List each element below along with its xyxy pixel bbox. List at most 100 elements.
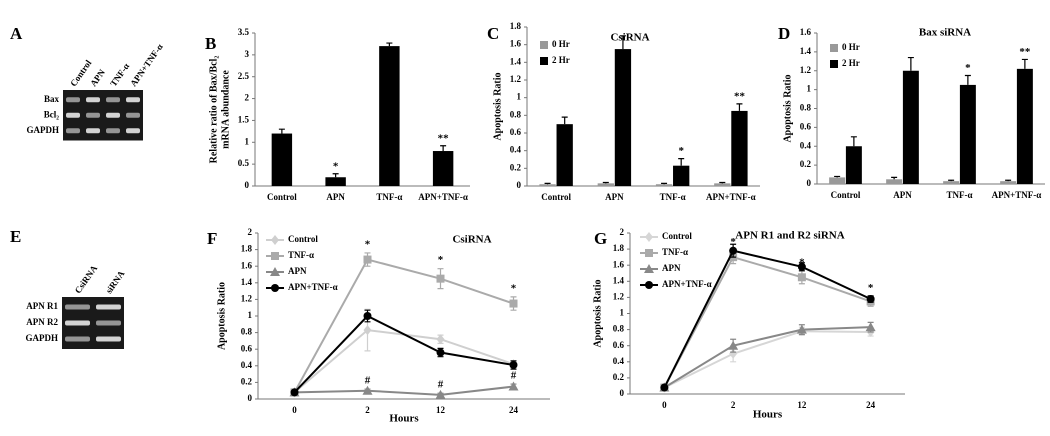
error-bar bbox=[907, 56, 914, 71]
bar bbox=[829, 177, 846, 184]
y-tick-label: 0.4 bbox=[241, 360, 253, 370]
x-tick-label: Control bbox=[541, 192, 571, 202]
line bbox=[293, 314, 514, 394]
y-tick-label: 0.4 bbox=[613, 356, 625, 366]
bar bbox=[432, 151, 454, 186]
y-tick-label: 2.5 bbox=[238, 71, 250, 81]
marker bbox=[729, 246, 738, 255]
panel-label: D bbox=[778, 24, 790, 43]
gel-lane-label: CsiRNA bbox=[73, 263, 100, 295]
gel-row-label: GAPDH bbox=[27, 125, 60, 135]
y-tick-label: 1 bbox=[807, 84, 812, 94]
annotation: # bbox=[438, 379, 444, 391]
marker bbox=[363, 325, 372, 336]
gel-row-label: APN R1 bbox=[26, 301, 58, 311]
marker bbox=[728, 340, 739, 350]
bar bbox=[379, 46, 400, 186]
x-tick-label: 2 bbox=[365, 405, 370, 415]
y-tick-label: 2 bbox=[248, 227, 253, 237]
y-tick-label: 0.6 bbox=[241, 343, 253, 353]
bar bbox=[845, 146, 862, 184]
y-tick-label: 0.8 bbox=[241, 327, 253, 337]
chart-title: CsiRNA bbox=[610, 32, 649, 44]
line bbox=[663, 326, 871, 389]
marker bbox=[363, 312, 372, 320]
marker bbox=[797, 273, 806, 282]
bar bbox=[271, 133, 293, 186]
marker bbox=[645, 232, 653, 242]
error-bar bbox=[661, 182, 668, 185]
y-tick-label: 1.6 bbox=[241, 260, 253, 270]
legend-label: APN+TNF-α bbox=[288, 282, 338, 292]
legend-swatch bbox=[830, 44, 838, 52]
x-tick-label: Control bbox=[267, 192, 297, 202]
legend-label: 0 Hr bbox=[842, 42, 860, 52]
legend-label: APN bbox=[288, 266, 307, 276]
y-tick-label: 1 bbox=[620, 308, 625, 318]
marker bbox=[436, 274, 445, 283]
y-tick-label: 1.4 bbox=[613, 275, 625, 285]
gel-band bbox=[86, 112, 100, 118]
gel-row-label: Bcl₂ bbox=[44, 109, 59, 119]
marker bbox=[271, 284, 279, 292]
gel-band bbox=[86, 97, 100, 103]
error-bar bbox=[386, 42, 393, 47]
annotation: * bbox=[365, 238, 371, 250]
error-bar bbox=[332, 173, 339, 178]
y-tick-label: 1.6 bbox=[510, 39, 522, 49]
legend-swatch bbox=[540, 57, 548, 65]
bar bbox=[1016, 68, 1033, 184]
x-axis-label: Hours bbox=[753, 409, 783, 421]
gel-lane-label: APN bbox=[88, 67, 107, 88]
bar bbox=[902, 70, 919, 184]
bar bbox=[597, 183, 614, 186]
x-axis-label: Hours bbox=[389, 413, 419, 425]
error-bar bbox=[834, 175, 841, 178]
legend-swatch bbox=[830, 60, 838, 68]
marker bbox=[270, 267, 280, 276]
panel-label: F bbox=[207, 229, 217, 248]
y-tick-label: 2 bbox=[620, 227, 625, 237]
error-bar bbox=[678, 158, 685, 166]
error-bar bbox=[948, 179, 955, 182]
gel-band bbox=[96, 304, 121, 310]
y-tick-label: 1 bbox=[248, 310, 253, 320]
legend-label: TNF-α bbox=[288, 250, 314, 260]
y-tick-label: 0.6 bbox=[510, 127, 522, 137]
marker bbox=[436, 334, 445, 345]
legend-label: APN bbox=[662, 263, 681, 273]
error-bar bbox=[561, 116, 568, 125]
panel-label: E bbox=[10, 227, 21, 246]
y-tick-label: 3.5 bbox=[238, 27, 250, 37]
y-tick-label: 1.6 bbox=[613, 259, 625, 269]
error-bar bbox=[544, 182, 551, 185]
gel-band bbox=[96, 320, 121, 326]
bar bbox=[731, 110, 748, 186]
gel-lane-label: APN+TNF-α bbox=[128, 42, 165, 88]
marker bbox=[645, 281, 653, 289]
gel-band bbox=[126, 112, 140, 118]
y-tick-label: 1.8 bbox=[510, 21, 522, 31]
legend-label: TNF-α bbox=[662, 247, 688, 257]
y-tick-label: 0.6 bbox=[800, 121, 812, 131]
error-bar bbox=[602, 181, 609, 184]
gel-band bbox=[66, 128, 80, 134]
annotation: * bbox=[333, 160, 339, 172]
panel-label: G bbox=[594, 229, 607, 248]
error-bar bbox=[1005, 179, 1012, 182]
x-tick-label: APN bbox=[893, 190, 912, 200]
legend-label: 2 Hr bbox=[552, 55, 570, 65]
y-tick-label: 0 bbox=[248, 393, 253, 403]
error-bar bbox=[850, 136, 857, 147]
y-tick-label: 0 bbox=[620, 388, 625, 398]
bar bbox=[325, 177, 346, 186]
gel-row-label: APN R2 bbox=[26, 317, 58, 327]
bar bbox=[959, 84, 976, 184]
annotation: * bbox=[511, 282, 517, 294]
gel-band bbox=[106, 97, 120, 103]
bar bbox=[614, 49, 632, 187]
marker bbox=[866, 295, 875, 304]
gel-band bbox=[86, 128, 100, 134]
y-axis-label: Apoptosis Ratio bbox=[592, 279, 603, 347]
error-bar bbox=[619, 35, 626, 50]
